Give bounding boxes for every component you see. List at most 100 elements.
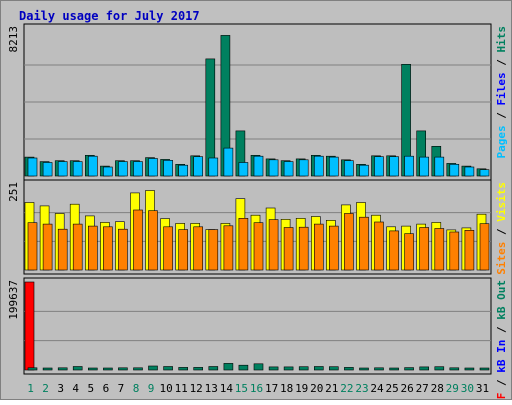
chart-title: Daily usage for July 2017	[19, 9, 200, 23]
day-label: 11	[175, 382, 188, 395]
legend-entry: /	[495, 320, 508, 340]
day-label: 13	[205, 382, 218, 395]
bar-hits-files-day-7	[118, 161, 128, 177]
bar-hits-files-day-20	[313, 155, 324, 177]
panel-visits-ymax-label: 251	[7, 182, 20, 202]
bar-visits-sites-day-12	[193, 226, 203, 271]
bar-kbytes-kb-out-day-27	[419, 366, 430, 371]
day-label: 1	[27, 382, 34, 395]
bar-visits-sites-day-15	[238, 218, 249, 271]
bar-hits-files-day-15	[238, 162, 249, 177]
bar-visits-sites-day-24	[374, 221, 384, 271]
legend-entry: /	[495, 106, 508, 126]
day-label: 6	[103, 382, 110, 395]
bar-hits-files-day-13	[208, 157, 219, 177]
bar-kbytes-kb-out-day-11	[178, 367, 188, 371]
bar-kbytes-kb-out-day-19	[298, 366, 309, 371]
bar-kbytes-kb-out-day-24	[374, 367, 384, 371]
bar-hits-files-day-14	[223, 147, 234, 177]
day-label: 7	[118, 382, 125, 395]
bar-hits-files-day-24	[374, 156, 384, 177]
day-label: 12	[190, 382, 203, 395]
bar-kbytes-kb-out-day-18	[283, 366, 294, 371]
bar-kbytes-kb-out-day-8	[133, 367, 143, 371]
bar-visits-sites-day-11	[178, 229, 188, 271]
day-label: 25	[385, 382, 398, 395]
bar-kbytes-kb-out-day-1	[27, 367, 38, 371]
bar-kbytes-kb-out-day-9	[148, 365, 158, 371]
bar-hits-files-day-19	[298, 159, 309, 177]
legend-entry: Sites	[495, 242, 508, 275]
bar-kbytes-kb-out-day-2	[42, 367, 53, 371]
bar-kbytes-kb-out-day-3	[57, 367, 68, 371]
bar-visits-sites-day-4	[72, 223, 83, 271]
day-label: 19	[295, 382, 308, 395]
bar-visits-sites-day-9	[148, 210, 158, 271]
bar-hits-files-day-26	[404, 155, 414, 177]
legend-entry: /	[495, 373, 508, 393]
bar-hits-files-day-25	[389, 156, 399, 177]
bar-kbytes-kb-out-day-10	[163, 366, 173, 371]
bar-hits-files-day-12	[193, 156, 203, 177]
bar-hits-files-day-8	[133, 161, 143, 177]
bar-hits-files-day-22	[344, 160, 354, 177]
day-label: 17	[265, 382, 278, 395]
bar-kbytes-kb-out-day-16	[253, 363, 264, 371]
bar-kbytes-kb-out-day-25	[389, 367, 399, 371]
bar-visits-sites-day-14	[223, 225, 234, 271]
bar-visits-sites-day-25	[389, 230, 399, 271]
panel-kbytes-area	[23, 277, 492, 375]
bar-visits-sites-day-5	[88, 225, 98, 271]
day-label: 30	[461, 382, 474, 395]
bar-visits-sites-day-10	[163, 226, 173, 271]
bar-kbytes-kb-out-day-17	[268, 366, 279, 371]
panel-kbytes: 199637kB F / kB In / kB Out	[7, 277, 508, 405]
bar-visits-sites-day-3	[57, 228, 68, 271]
legend-entry: Pages	[495, 125, 508, 158]
legend-entry: /	[495, 53, 508, 73]
legend-entry: kB Out	[495, 280, 508, 320]
legend-entry: Visits	[495, 182, 508, 222]
bar-visits-sites-day-16	[253, 222, 264, 271]
bar-hits-files-day-27	[419, 156, 430, 177]
day-label: 31	[476, 382, 489, 395]
bar-kbytes-kb-out-day-6	[103, 367, 113, 371]
day-label: 5	[87, 382, 94, 395]
bar-visits-sites-day-19	[298, 226, 309, 271]
day-label: 21	[325, 382, 338, 395]
bar-kbytes-kb-out-day-14	[223, 363, 234, 371]
bar-hits-files-day-5	[88, 155, 98, 177]
day-label: 28	[431, 382, 444, 395]
bar-kbytes-kb-out-day-31	[479, 367, 490, 371]
bar-hits-files-day-17	[268, 159, 279, 177]
day-label: 20	[310, 382, 323, 395]
day-label: 8	[133, 382, 140, 395]
bar-visits-sites-day-18	[283, 227, 294, 271]
day-label: 15	[235, 382, 248, 395]
day-label: 23	[355, 382, 368, 395]
day-label: 16	[250, 382, 263, 395]
bar-hits-files-day-1	[27, 157, 38, 177]
bar-hits-files-day-18	[283, 161, 294, 177]
bar-visits-sites-day-1	[27, 222, 38, 271]
day-label: 9	[148, 382, 155, 395]
bar-kbytes-kb-out-day-12	[193, 367, 203, 371]
bar-hits-files-day-21	[328, 156, 339, 177]
day-label: 27	[416, 382, 429, 395]
bar-visits-sites-day-8	[133, 209, 143, 271]
bar-hits-files-day-10	[163, 160, 173, 177]
bar-kbytes-kb-out-day-21	[328, 366, 339, 371]
panel-kbytes-legend: kB F / kB In / kB Out	[495, 280, 508, 400]
bar-visits-sites-day-22	[344, 213, 354, 271]
legend-entry: /	[495, 222, 508, 242]
bar-visits-sites-day-7	[118, 228, 128, 271]
day-label: 29	[446, 382, 459, 395]
bar-visits-sites-day-17	[268, 219, 279, 271]
day-label: 4	[72, 382, 79, 395]
day-label: 24	[370, 382, 384, 395]
legend-entry: Hits	[495, 26, 508, 53]
bar-kbytes-kb-out-day-23	[359, 367, 369, 371]
